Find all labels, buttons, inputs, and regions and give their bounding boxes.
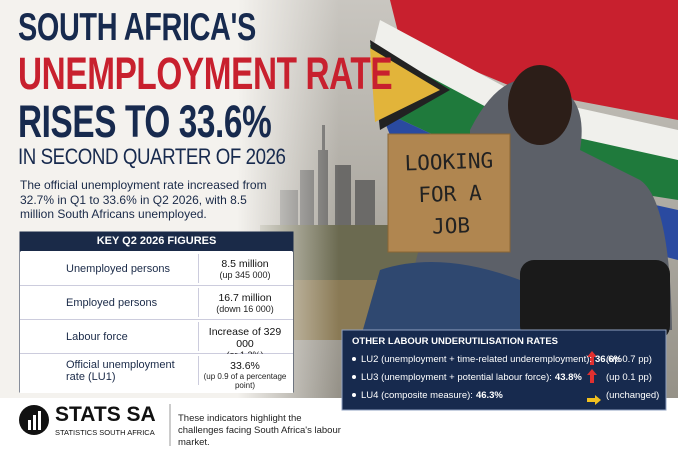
rate-row: LU3 (unemployment + potential labour for… bbox=[352, 372, 582, 383]
figure-label: Unemployed persons bbox=[66, 262, 170, 275]
bullet bbox=[352, 357, 356, 362]
rate-label: LU4 (composite measure): bbox=[361, 390, 473, 401]
logo-text: STATS SA bbox=[55, 403, 156, 426]
figure-change: (down 16 000) bbox=[216, 304, 274, 314]
title-line: RISES TO 33.6% bbox=[18, 96, 272, 147]
figure-label: Official unemployment rate (LU1) bbox=[66, 358, 175, 383]
rate-change: (unchanged) bbox=[606, 390, 660, 401]
rate-value: 36.6% bbox=[595, 354, 622, 365]
figure-change: (up 0.9 of a percentage point) bbox=[203, 372, 287, 390]
figure-value: 16.7 million bbox=[218, 292, 272, 304]
figure-cell: 16.7 million (down 16 000) bbox=[198, 288, 291, 317]
subtitle: IN SECOND QUARTER OF 2026 bbox=[18, 144, 286, 169]
rates-title: OTHER LABOUR UNDERUTILISATION RATES bbox=[352, 336, 559, 347]
figure-label: Labour force bbox=[66, 330, 128, 343]
table-title: KEY Q2 2026 FIGURES bbox=[96, 235, 217, 247]
logo-subtitle: STATISTICS SOUTH AFRICA bbox=[55, 428, 155, 437]
figure-value: Increase of 329 000 bbox=[208, 326, 282, 350]
intro: The official unemployment rate increased… bbox=[20, 178, 267, 221]
bullet bbox=[352, 393, 356, 398]
figure-row: Labour force Increase of 329 000(or 1.3%) bbox=[20, 320, 293, 360]
rate-change: (up 0.1 pp) bbox=[606, 372, 652, 383]
figure-row: Unemployed persons 8.5 million (up 345 000… bbox=[20, 252, 293, 286]
figure-row: Official unemployment rate (LU1) 33.6% (up… bbox=[20, 354, 293, 393]
sign-line: JOB bbox=[431, 213, 471, 239]
figure-value: 33.6% bbox=[230, 360, 260, 372]
title-line: SOUTH AFRICA'S bbox=[18, 6, 256, 49]
sign-line: LOOKING bbox=[404, 148, 494, 176]
figure-cell: 8.5 million (up 345 000) bbox=[198, 254, 291, 283]
figure-change: (up 345 000) bbox=[219, 270, 271, 280]
rate-value: 46.3% bbox=[475, 390, 503, 401]
bullet bbox=[352, 375, 356, 380]
rate-change: (up 0.7 pp) bbox=[606, 354, 652, 365]
footer-note: These indicators highlight the challenge… bbox=[178, 413, 341, 448]
figure-label: Employed persons bbox=[66, 296, 158, 309]
sign-line: FOR A bbox=[417, 180, 483, 208]
figure-cell: 33.6% (up 0.9 of a percentage point) bbox=[198, 356, 291, 390]
figure-value: 8.5 million bbox=[221, 258, 269, 270]
rate-row: LU2 (unemployment + time-related underem… bbox=[352, 354, 622, 365]
rate-value: 43.8% bbox=[554, 372, 582, 383]
rate-row: LU4 (composite measure): 46.3% bbox=[352, 390, 503, 401]
rate-label: LU2 (unemployment + time-related underem… bbox=[361, 354, 593, 365]
figure-row: Employed persons 16.7 million (down 16 000… bbox=[20, 286, 293, 320]
sign: LOOKING FOR A JOB bbox=[396, 144, 503, 244]
title-line: UNEMPLOYMENT RATE bbox=[18, 48, 393, 99]
rate-label: LU3 (unemployment + potential labour for… bbox=[361, 372, 552, 383]
figure-cell: Increase of 329 000(or 1.3%) bbox=[198, 322, 291, 360]
